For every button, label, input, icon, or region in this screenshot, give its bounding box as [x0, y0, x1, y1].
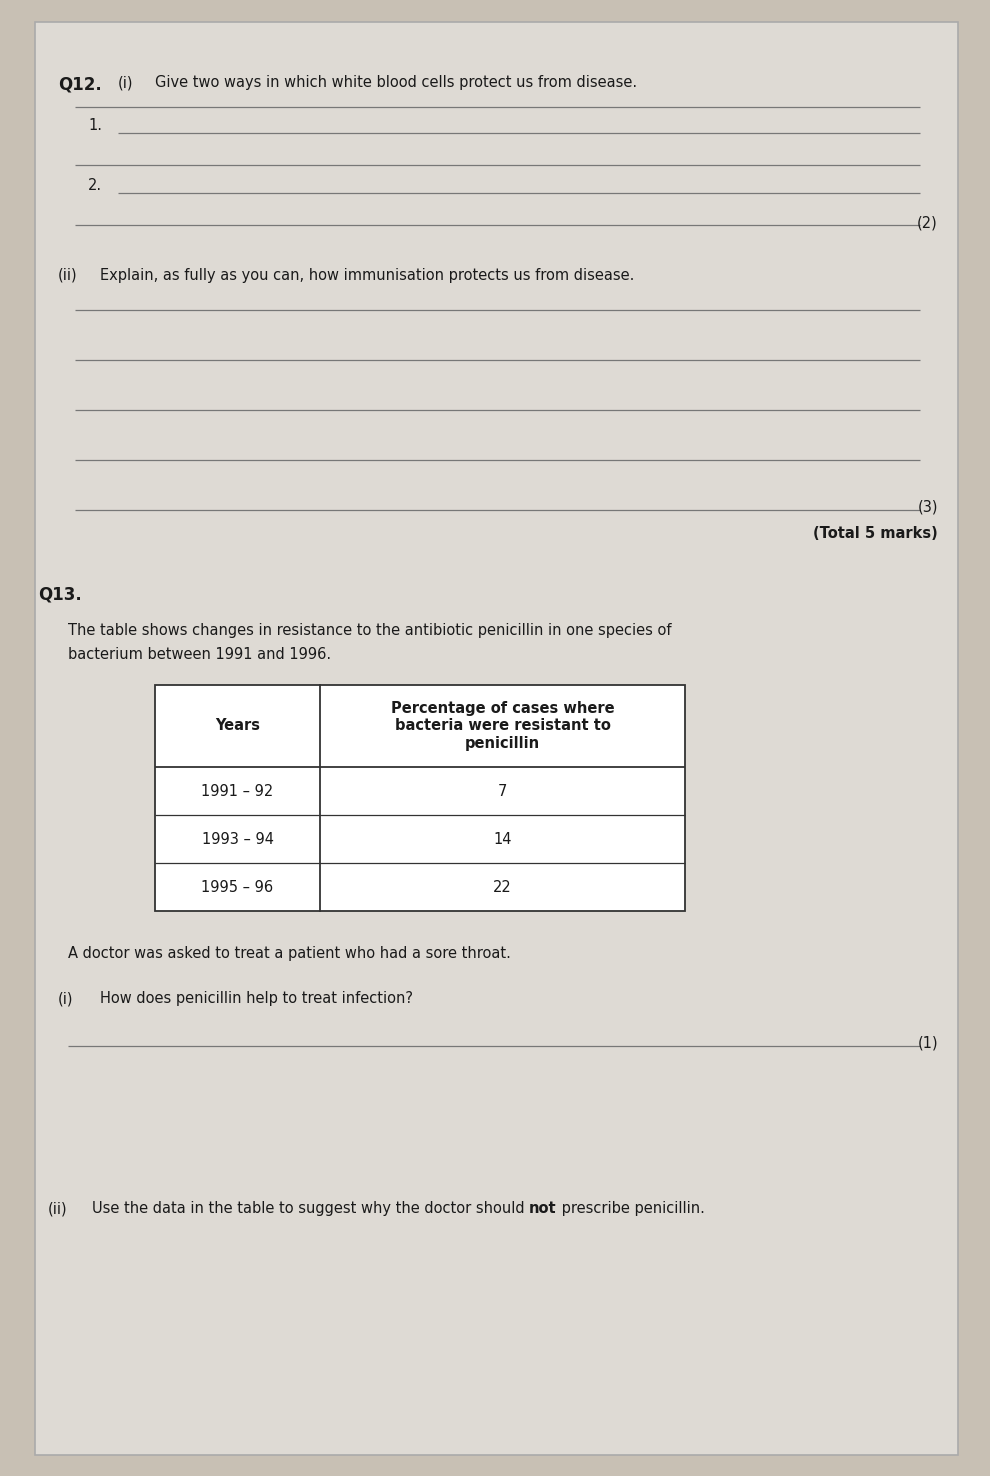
Text: prescribe penicillin.: prescribe penicillin. [556, 1201, 705, 1216]
Text: 1.: 1. [88, 118, 102, 133]
Text: 1991 – 92: 1991 – 92 [201, 784, 273, 799]
Text: 1995 – 96: 1995 – 96 [201, 880, 273, 894]
Text: Explain, as fully as you can, how immunisation protects us from disease.: Explain, as fully as you can, how immuni… [100, 269, 635, 283]
Text: (i): (i) [118, 75, 134, 90]
Text: (i): (i) [58, 990, 73, 1007]
Text: A doctor was asked to treat a patient who had a sore throat.: A doctor was asked to treat a patient wh… [68, 946, 511, 961]
Text: (ii): (ii) [48, 1201, 67, 1216]
Text: 7: 7 [498, 784, 507, 799]
Text: not: not [530, 1201, 556, 1216]
Text: Give two ways in which white blood cells protect us from disease.: Give two ways in which white blood cells… [155, 75, 638, 90]
Text: Q13.: Q13. [38, 584, 82, 604]
Text: 1993 – 94: 1993 – 94 [202, 831, 273, 847]
Text: bacterium between 1991 and 1996.: bacterium between 1991 and 1996. [68, 646, 331, 663]
Text: (2): (2) [918, 215, 938, 230]
Text: (1): (1) [918, 1036, 938, 1051]
Text: How does penicillin help to treat infection?: How does penicillin help to treat infect… [100, 990, 413, 1007]
Text: Percentage of cases where
bacteria were resistant to
penicillin: Percentage of cases where bacteria were … [391, 701, 615, 751]
Text: 2.: 2. [88, 179, 102, 193]
Text: (3): (3) [918, 500, 938, 515]
Text: Years: Years [215, 719, 260, 734]
Text: Q12.: Q12. [58, 75, 102, 93]
Text: The table shows changes in resistance to the antibiotic penicillin in one specie: The table shows changes in resistance to… [68, 623, 671, 638]
Text: (Total 5 marks): (Total 5 marks) [813, 525, 938, 542]
Text: (ii): (ii) [58, 269, 77, 283]
Text: 22: 22 [493, 880, 512, 894]
Text: 14: 14 [493, 831, 512, 847]
Bar [155, 685, 685, 911]
Text: Use the data in the table to suggest why the doctor should: Use the data in the table to suggest why… [92, 1201, 530, 1216]
